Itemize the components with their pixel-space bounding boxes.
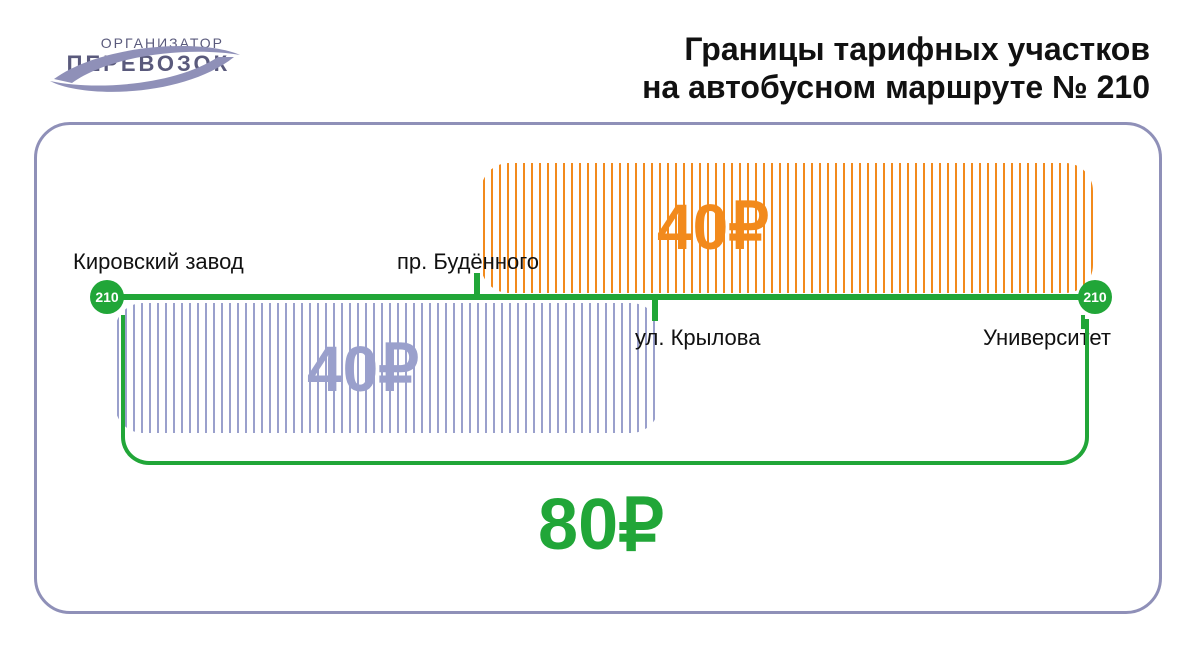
fare-zone-b-price: 40₽ [657,189,769,264]
fare-zone-b-value: 40 [657,190,728,264]
brand-logo: ОРГАНИЗАТОР ПЕРЕВОЗОК [50,35,230,77]
ruble-icon: ₽ [728,189,769,264]
page-title: Границы тарифных участков на автобусном … [642,30,1150,107]
full-fare-bracket [121,319,1089,465]
route-line [107,294,1095,300]
route-number: 210 [1083,289,1106,305]
ruble-icon: ₽ [618,483,664,567]
stop-tick-krylova [652,297,658,321]
full-fare-price: 80₽ [37,483,1165,567]
stop-label-budyonnogo: пр. Будённого [397,249,539,275]
route-diagram: 40₽ 40₽ 210 210 Кировский завод [37,125,1159,611]
fare-zone-b [481,163,1093,293]
title-line-2: на автобусном маршруте № 210 [642,68,1150,106]
title-line-1: Границы тарифных участков [642,30,1150,68]
page-root: ОРГАНИЗАТОР ПЕРЕВОЗОК Границы тарифных у… [0,0,1200,648]
stop-tick-budyonnogo [474,273,480,297]
logo-line-1: ОРГАНИЗАТОР [50,35,230,51]
route-number: 210 [95,289,118,305]
route-badge-start: 210 [90,280,124,314]
diagram-frame: 40₽ 40₽ 210 210 Кировский завод [34,122,1162,614]
full-fare-value: 80 [538,484,618,566]
route-badge-end: 210 [1078,280,1112,314]
fare-zone-b-stripes-icon [481,163,1093,293]
stop-label-kirovsky: Кировский завод [73,249,244,275]
logo-line-2: ПЕРЕВОЗОК [50,51,230,77]
